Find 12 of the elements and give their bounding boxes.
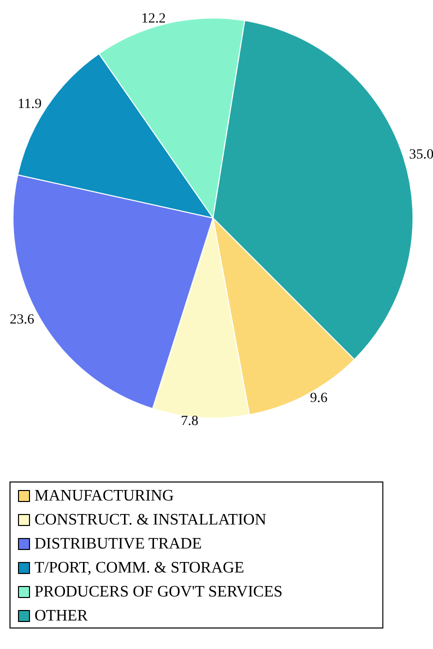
data-label: 35.0 bbox=[409, 148, 433, 163]
data-label: 12.2 bbox=[141, 12, 166, 27]
legend-label: DISTRIBUTIVE TRADE bbox=[34, 536, 202, 552]
data-label: 9.6 bbox=[310, 391, 328, 406]
legend-label: CONSTRUCT. & INSTALLATION bbox=[34, 512, 267, 528]
data-label: 7.8 bbox=[180, 414, 198, 430]
legend-label: T/PORT, COMM. & STORAGE bbox=[34, 560, 244, 576]
data-label: 11.9 bbox=[18, 96, 42, 112]
legend-label: PRODUCERS OF GOV'T SERVICES bbox=[34, 584, 283, 600]
legend-label: OTHER bbox=[34, 608, 88, 624]
legend-label: MANUFACTURING bbox=[34, 488, 174, 504]
data-label: 23.6 bbox=[10, 312, 34, 328]
